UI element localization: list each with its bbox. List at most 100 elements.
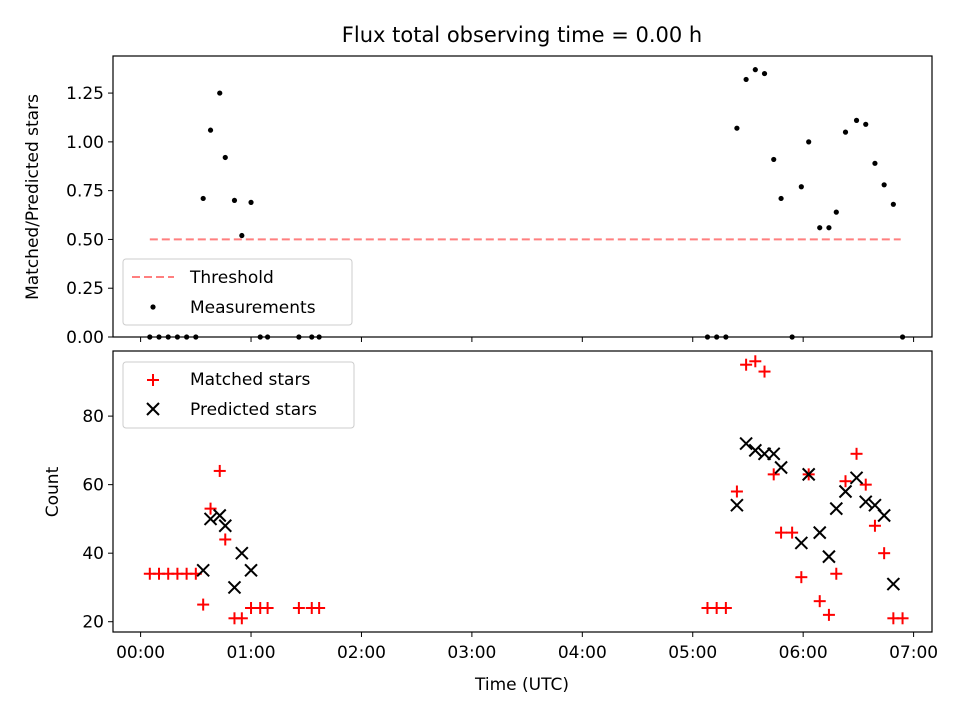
predicted-stars-point [801, 467, 816, 482]
predicted-stars-point [794, 536, 809, 550]
matched-stars-point [204, 502, 217, 515]
measurement-point [184, 334, 190, 340]
matched-stars-point [859, 478, 872, 491]
measurement-point [231, 197, 238, 204]
matched-stars-point [850, 447, 863, 460]
measurement-point [899, 334, 906, 340]
predicted-stars-point-b [748, 443, 763, 458]
predicted-stars-point-b [822, 549, 836, 564]
matched-stars-point [219, 533, 232, 546]
legend-predicted-label: Predicted stars [190, 400, 317, 420]
predicted-stars-point [227, 580, 242, 595]
predicted-stars-point-b [203, 512, 218, 526]
predicted-stars-point-b [801, 467, 816, 482]
bottom-x-ticks: 00:00 01:00 02:00 03:00 04:00 05:00 06:00 07:00 [116, 632, 938, 663]
predicted-stars-point [859, 495, 873, 509]
measurement-point [833, 209, 839, 215]
measurement-point [704, 334, 711, 340]
measurement-point [853, 117, 860, 123]
measurement-point [200, 195, 206, 202]
measurement-point [217, 90, 223, 96]
matched-stars-point [775, 526, 788, 539]
x-tick-label: 05:00 [668, 643, 717, 663]
legend-predicted-swatch [146, 402, 160, 416]
top-y-tick-label: 1.25 [66, 84, 104, 104]
matched-stars-point [235, 612, 248, 625]
measurement-point [863, 121, 869, 127]
predicted-stars-point-b [794, 536, 809, 550]
matched-stars-point [878, 547, 891, 560]
top-plot-frame [112, 55, 933, 338]
measurement-point [165, 334, 171, 340]
measurement-point [174, 334, 181, 340]
predicted-stars-point [838, 484, 853, 499]
x-tick-label: 04:00 [558, 643, 607, 663]
measurement-point [257, 334, 263, 340]
matched-stars-point [896, 612, 909, 625]
predicted-stars-point [218, 519, 232, 533]
measurement-point [789, 334, 795, 340]
matched-stars-point [795, 571, 808, 584]
predicted-stars-point [886, 577, 901, 591]
predicted-stars-point [730, 498, 744, 512]
measurement-point [156, 334, 162, 340]
measurement-point [734, 125, 740, 131]
matched-stars-point [822, 608, 835, 621]
top-panel: 0.00 0.25 0.50 0.75 1.00 1.25 Matched/Predict… [23, 55, 933, 348]
bottom-y-tick-label: 80 [82, 407, 104, 427]
predicted-stars-point [203, 512, 218, 526]
measurement-point [316, 334, 322, 340]
predicted-stars-point-b [213, 508, 227, 523]
measurement-point [826, 225, 832, 231]
predicted-stars-point [829, 501, 844, 516]
top-y-tick-label: 0.00 [66, 328, 104, 348]
measurement-point [872, 160, 878, 166]
predicted-stars-point-b [868, 498, 882, 512]
predicted-stars-point [244, 563, 258, 578]
predicted-stars-point [767, 447, 781, 461]
top-legend: Threshold Measurements [122, 258, 353, 326]
measurement-point [222, 154, 228, 161]
matched-stars-point [213, 464, 226, 477]
bottom-marks [143, 355, 909, 625]
measurement-point [207, 127, 214, 133]
bottom-y-ticks: 20 40 60 80 [82, 407, 113, 633]
top-x-ticks [140, 337, 915, 342]
predicted-stars-point [235, 546, 249, 560]
legend-measurements-label: Measurements [190, 298, 316, 318]
bottom-y-tick-label: 40 [82, 544, 104, 564]
measurement-point [842, 129, 849, 135]
measurement-point [723, 334, 729, 340]
matched-stars-point [740, 358, 753, 371]
top-y-tick-label: 0.75 [66, 182, 104, 202]
predicted-stars-point-b [196, 563, 210, 578]
predicted-stars-point-b [886, 577, 901, 591]
bottom-legend-box [122, 361, 355, 429]
x-tick-label: 03:00 [447, 643, 496, 663]
predicted-stars-point [739, 436, 753, 451]
bottom-y-tick-label: 20 [82, 613, 104, 633]
x-tick-label: 01:00 [227, 643, 276, 663]
top-y-tick-label: 1.00 [66, 133, 104, 153]
bottom-y-axis-label: Count [43, 466, 63, 517]
top-legend-box [122, 258, 353, 326]
top-y-tick-label: 0.50 [66, 230, 104, 250]
matched-stars-point [830, 567, 843, 580]
matched-stars-point [868, 519, 881, 532]
measurement-point [743, 76, 749, 83]
x-tick-label: 06:00 [779, 643, 828, 663]
measurement-point [798, 184, 804, 190]
legend-measurements-swatch [150, 304, 156, 310]
measurement-point [248, 199, 254, 205]
predicted-stars-point-b [235, 546, 249, 560]
matched-stars-point [767, 468, 780, 481]
bottom-legend: Matched stars Predicted stars [122, 361, 355, 429]
predicted-stars-point [213, 508, 227, 523]
measurement-point [752, 67, 758, 73]
measurement-point [890, 201, 896, 207]
matched-stars-point [730, 485, 743, 498]
measurement-point [778, 195, 784, 202]
predicted-stars-point [196, 563, 210, 578]
